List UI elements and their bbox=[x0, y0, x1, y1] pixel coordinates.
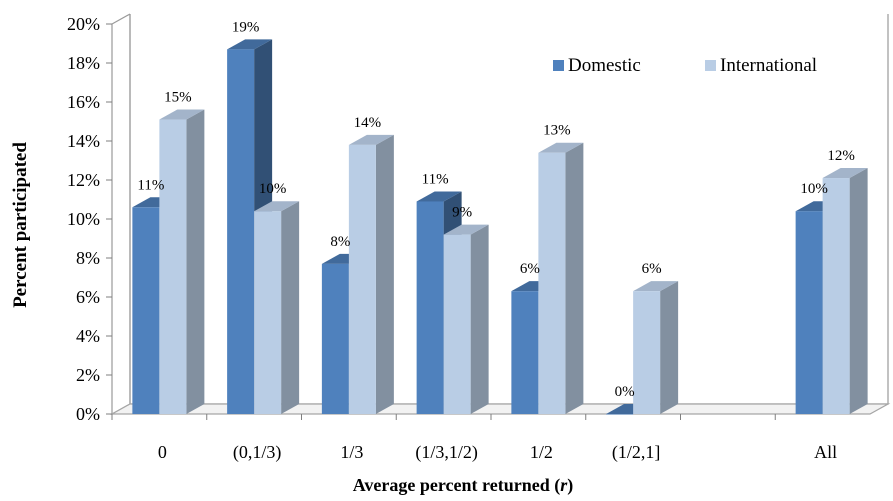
data-label: 8% bbox=[330, 234, 350, 250]
y-tick-label: 10% bbox=[67, 209, 100, 229]
y-tick-label: 6% bbox=[76, 287, 100, 307]
x-tick-label: (1/2,1] bbox=[612, 442, 661, 463]
data-label: 10% bbox=[800, 181, 828, 197]
bar-top bbox=[538, 142, 584, 153]
bar-top bbox=[822, 168, 868, 179]
x-axis-label-var: r bbox=[560, 475, 568, 495]
bar-top bbox=[443, 224, 489, 235]
y-tick-label: 18% bbox=[67, 53, 100, 73]
bar-front bbox=[795, 211, 823, 414]
bar-front bbox=[443, 234, 471, 414]
bar-front bbox=[254, 211, 282, 414]
data-label: 14% bbox=[354, 115, 382, 131]
y-tick-label: 2% bbox=[76, 365, 100, 385]
data-label: 11% bbox=[422, 171, 449, 187]
x-tick-label: (0,1/3) bbox=[233, 442, 282, 463]
legend-item-international: International bbox=[705, 55, 817, 76]
data-label: 9% bbox=[452, 205, 472, 221]
bar-side bbox=[375, 134, 394, 414]
x-tick-label: 0 bbox=[158, 442, 167, 462]
bar-top bbox=[254, 201, 300, 212]
x-tick-label: (1/3,1/2) bbox=[415, 442, 478, 463]
bar-side bbox=[849, 168, 868, 414]
legend-swatch bbox=[553, 60, 564, 71]
bar-side bbox=[186, 109, 205, 415]
legend-label: Domestic bbox=[568, 55, 641, 76]
y-tick-label: 12% bbox=[67, 170, 100, 190]
data-label: 12% bbox=[827, 148, 855, 164]
data-label: 19% bbox=[232, 19, 260, 35]
x-axis-label-end: ) bbox=[567, 475, 573, 496]
x-axis-label-text: Average percent returned ( bbox=[353, 475, 560, 496]
x-ticks-group: 0 (0,1/3) 1/3 (1/3,1/2) 1/2 (1/2,1] All bbox=[111, 414, 837, 463]
y-ticks-group: 0% 2% 4% 6% 8% 10% 12% 14% 16% 18% 20% bbox=[67, 14, 112, 424]
legend-swatch bbox=[705, 60, 716, 71]
bar-front bbox=[321, 263, 349, 414]
bar-international-2 bbox=[348, 134, 394, 414]
y-tick-label: 14% bbox=[67, 131, 100, 151]
data-label: 15% bbox=[164, 90, 192, 106]
bar-front bbox=[416, 201, 444, 414]
legend: Domestic International bbox=[553, 55, 817, 76]
bar-front bbox=[538, 152, 566, 414]
x-tick-label: 1/2 bbox=[530, 442, 553, 462]
bar-international-5 bbox=[633, 281, 679, 414]
y-tick-label: 4% bbox=[76, 326, 100, 346]
y-tick-label: 8% bbox=[76, 248, 100, 268]
bars-group bbox=[132, 39, 868, 415]
bar-front bbox=[511, 291, 539, 414]
x-tick-label: 1/3 bbox=[340, 442, 363, 462]
data-label: 10% bbox=[259, 181, 287, 197]
data-label: 13% bbox=[543, 123, 571, 139]
bar-front bbox=[348, 144, 376, 414]
bar-side bbox=[565, 142, 584, 414]
y-tick-label: 20% bbox=[67, 14, 100, 34]
bar-top bbox=[227, 39, 273, 50]
bar-top bbox=[348, 134, 394, 145]
legend-label: International bbox=[720, 55, 817, 76]
bar-front bbox=[606, 414, 634, 415]
data-label: 6% bbox=[520, 261, 540, 277]
legend-item-domestic: Domestic bbox=[553, 55, 641, 76]
bar-international-4 bbox=[538, 142, 584, 414]
bar-side bbox=[281, 201, 300, 414]
data-label: 6% bbox=[642, 261, 662, 277]
bar-front bbox=[822, 178, 850, 414]
bar-side bbox=[660, 281, 679, 414]
bar-international-3 bbox=[443, 224, 489, 414]
top-edge bbox=[111, 13, 131, 25]
bar-top bbox=[633, 281, 679, 292]
bar-top bbox=[159, 109, 205, 120]
data-labels-group: 11% 15% 19% 10% 8% 14% 11% 9% 6% 13% 0% 6% 10% 12% bbox=[137, 19, 854, 400]
y-tick-label: 0% bbox=[76, 404, 100, 424]
bar-international-0 bbox=[159, 109, 205, 415]
bar-top bbox=[416, 191, 462, 202]
x-tick-label: All bbox=[814, 442, 837, 462]
bar-front bbox=[159, 119, 187, 415]
chart-walls bbox=[109, 13, 891, 416]
side-wall bbox=[111, 14, 131, 416]
y-axis-label: Percent participated bbox=[10, 142, 31, 308]
bar-side bbox=[470, 224, 489, 414]
data-label: 11% bbox=[137, 177, 164, 193]
bar-front bbox=[227, 49, 255, 414]
data-label: 0% bbox=[615, 384, 635, 400]
bar-international-1 bbox=[254, 201, 300, 414]
y-tick-label: 16% bbox=[67, 92, 100, 112]
x-axis-label: Average percent returned (r) bbox=[353, 475, 573, 496]
bar-front bbox=[633, 291, 661, 414]
bar-international-7 bbox=[822, 168, 868, 414]
bar-front bbox=[132, 207, 160, 414]
